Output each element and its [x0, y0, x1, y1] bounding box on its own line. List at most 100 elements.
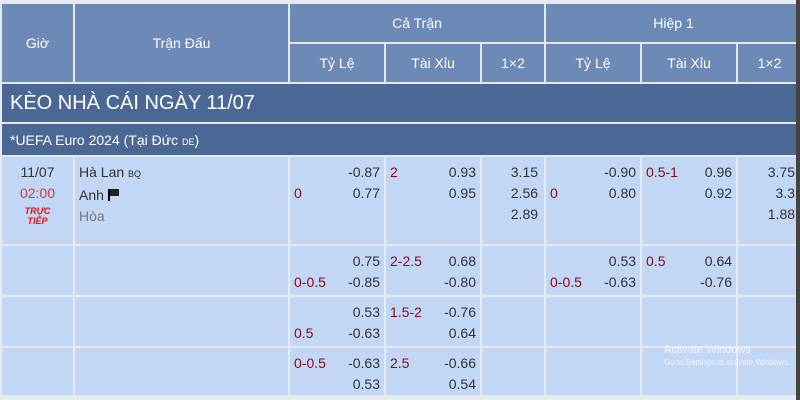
h1-handicap-cell[interactable]: [546, 348, 641, 395]
ft-handicap-cell[interactable]: 0-0.5 -0.63 0.53: [290, 348, 384, 395]
line-label: 0-0.5: [294, 355, 326, 371]
league-code: DE: [182, 136, 195, 147]
odds-value[interactable]: -0.80: [444, 274, 476, 290]
odds-value[interactable]: 0.64: [448, 325, 476, 341]
h1-overunder-cell[interactable]: 0.5-1 0.96 0.92: [642, 157, 737, 244]
odds-value[interactable]: -0.63: [348, 325, 380, 341]
watermark-line2: Go to Settings to activate Windows.: [664, 358, 791, 367]
match-time: [2, 246, 73, 295]
match-date: 11/07: [20, 164, 55, 180]
line-label: [390, 183, 398, 204]
h1-1x2-cell[interactable]: [738, 297, 800, 346]
h1-handicap-cell[interactable]: 0 -0.90 0.80: [546, 157, 641, 244]
match-teams: Hà Lan BQ Anh Hòa: [75, 157, 288, 244]
ft-handicap-cell[interactable]: 0 -0.87 0.77: [290, 157, 384, 244]
odds-value[interactable]: -0.63: [348, 355, 380, 371]
header-first-half: Hiệp 1: [546, 4, 800, 42]
header-h1-1x2: 1×2: [738, 44, 800, 82]
odds-value[interactable]: 3.3: [775, 185, 796, 201]
page-title: KÈO NHÀ CÁI NGÀY 11/07: [2, 84, 800, 122]
odds-value[interactable]: -0.76: [700, 274, 733, 290]
ft-handicap-cell[interactable]: 0-0.5 0.75 -0.85: [290, 246, 384, 295]
league-name: *UEFA Euro 2024 (Tại Đức: [10, 131, 179, 148]
odds-value[interactable]: 0.54: [448, 376, 476, 392]
odds-value[interactable]: 2.56: [510, 185, 539, 201]
away-team[interactable]: Anh: [79, 187, 104, 203]
odds-value[interactable]: -0.76: [444, 304, 476, 320]
scrollbar[interactable]: [796, 0, 800, 400]
ft-1x2-cell[interactable]: 3.15 2.56 2.89: [482, 157, 545, 244]
kickoff-time: 02:00: [19, 185, 56, 201]
line-label: [294, 302, 313, 323]
league-header[interactable]: *UEFA Euro 2024 (Tại Đức DE): [2, 124, 800, 155]
h1-handicap-cell[interactable]: 0-0.5 0.53 -0.63: [546, 246, 641, 295]
odds-value[interactable]: -0.66: [444, 355, 476, 371]
ft-1x2-cell[interactable]: [482, 348, 545, 395]
odds-value[interactable]: 0.77: [352, 185, 380, 201]
odds-value[interactable]: 0.53: [352, 304, 380, 320]
table-row: 0-0.5 0.75 -0.85 2-2.5 0.68 -0.80 0-0.5 0.53 -…: [2, 246, 800, 295]
match-teams: [75, 348, 288, 395]
odds-value[interactable]: 3.75: [767, 164, 796, 180]
odds-value[interactable]: 0.64: [704, 253, 733, 269]
odds-value[interactable]: 0.53: [352, 376, 380, 392]
header-match: Trận Đấu: [75, 4, 288, 82]
line-label: [550, 251, 582, 272]
odds-value[interactable]: -0.87: [348, 164, 380, 180]
live-line1: TRỰC: [24, 206, 51, 216]
h1-1x2-cell[interactable]: [738, 246, 800, 295]
line-label: [294, 162, 302, 183]
line-label: 0: [294, 185, 302, 201]
line-label: 0.5-1: [646, 164, 678, 180]
line-label: 2-2.5: [390, 253, 422, 269]
line-label: [390, 374, 409, 395]
ft-handicap-cell[interactable]: 0.5 0.53 -0.63: [290, 297, 384, 346]
match-time: 11/07 02:00 TRỰC TIẾP: [2, 157, 73, 244]
ft-overunder-cell[interactable]: 1.5-2 -0.76 0.64: [386, 297, 480, 346]
ft-overunder-cell[interactable]: 2 0.93 0.95: [386, 157, 480, 244]
h1-1x2-cell[interactable]: [738, 348, 800, 395]
ft-overunder-cell[interactable]: 2.5 -0.66 0.54: [386, 348, 480, 395]
match-teams: [75, 246, 288, 295]
home-team[interactable]: Hà Lan: [79, 164, 125, 180]
line-label: [550, 162, 558, 183]
odds-value[interactable]: 1.88: [767, 206, 796, 222]
odds-value[interactable]: 0.96: [704, 164, 733, 180]
odds-value[interactable]: 0.93: [448, 164, 476, 180]
odds-value[interactable]: 0.95: [448, 185, 476, 201]
line-label: [294, 374, 326, 395]
h1-overunder-cell[interactable]: [642, 297, 737, 346]
home-tag: BQ: [128, 169, 142, 179]
odds-value[interactable]: 3.15: [510, 164, 539, 180]
odds-value[interactable]: 0.92: [704, 185, 733, 201]
odds-value[interactable]: 2.89: [510, 206, 539, 222]
activate-windows-watermark: Activate Windows Go to Settings to activ…: [664, 344, 790, 367]
h1-1x2-cell[interactable]: 3.75 3.3 1.88: [738, 157, 800, 244]
league-paren: ): [194, 131, 200, 148]
odds-value[interactable]: 0.80: [608, 185, 637, 201]
ft-1x2-cell[interactable]: [482, 246, 545, 295]
odds-value[interactable]: -0.85: [348, 274, 380, 290]
odds-value[interactable]: 0.53: [608, 253, 637, 269]
line-label: 0-0.5: [550, 274, 582, 290]
header-h1-handicap: Tỷ Lệ: [546, 44, 641, 82]
line-label: [646, 183, 678, 204]
line-label: 2.5: [390, 355, 410, 371]
header-h1-overunder: Tài Xỉu: [642, 44, 737, 82]
ft-1x2-cell[interactable]: [482, 297, 545, 346]
table-row: 11/07 02:00 TRỰC TIẾP Hà Lan BQ Anh Hòa 0 -0.87…: [2, 157, 800, 244]
ft-overunder-cell[interactable]: 2-2.5 0.68 -0.80: [386, 246, 480, 295]
h1-handicap-cell[interactable]: [546, 297, 641, 346]
odds-value[interactable]: -0.63: [604, 274, 637, 290]
h1-overunder-cell[interactable]: 0.5 0.64 -0.76: [642, 246, 737, 295]
live-badge[interactable]: TRỰC TIẾP: [2, 206, 73, 226]
line-label: [294, 251, 326, 272]
line-label: 1.5-2: [390, 304, 422, 320]
odds-value[interactable]: 0.75: [352, 253, 380, 269]
h1-overunder-cell[interactable]: [642, 348, 737, 395]
odds-value[interactable]: -0.90: [604, 164, 637, 180]
odds-value[interactable]: 0.68: [448, 253, 476, 269]
line-label: 0.5: [646, 253, 666, 269]
draw-label: Hòa: [79, 208, 105, 224]
